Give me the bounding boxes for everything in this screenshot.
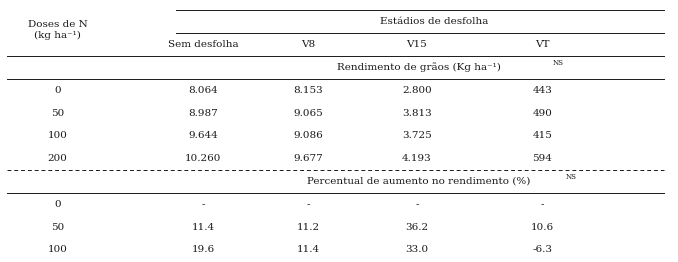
Text: VT: VT xyxy=(535,40,550,49)
Text: 19.6: 19.6 xyxy=(192,245,215,254)
Text: 10.260: 10.260 xyxy=(185,154,222,163)
Text: V15: V15 xyxy=(407,40,427,49)
Text: 3.725: 3.725 xyxy=(402,131,432,140)
Text: 11.4: 11.4 xyxy=(192,222,215,232)
Text: 4.193: 4.193 xyxy=(402,154,432,163)
Text: V8: V8 xyxy=(302,40,315,49)
Text: 9.086: 9.086 xyxy=(294,131,323,140)
Text: 9.644: 9.644 xyxy=(188,131,218,140)
Text: 415: 415 xyxy=(532,131,553,140)
Text: 100: 100 xyxy=(47,131,68,140)
Text: Rendimento de grãos (Kg ha⁻¹): Rendimento de grãos (Kg ha⁻¹) xyxy=(337,63,504,72)
Text: 100: 100 xyxy=(47,245,68,254)
Text: 9.677: 9.677 xyxy=(294,154,323,163)
Text: 9.065: 9.065 xyxy=(294,108,323,118)
Text: 0: 0 xyxy=(54,200,61,209)
Text: -: - xyxy=(201,200,205,209)
Text: -: - xyxy=(415,200,419,209)
Text: 490: 490 xyxy=(532,108,553,118)
Text: 11.4: 11.4 xyxy=(297,245,320,254)
Text: Doses de N
(kg ha⁻¹): Doses de N (kg ha⁻¹) xyxy=(28,20,87,40)
Text: 8.987: 8.987 xyxy=(188,108,218,118)
Text: -6.3: -6.3 xyxy=(532,245,553,254)
Text: 2.800: 2.800 xyxy=(402,86,432,95)
Text: Estádios de desfolha: Estádios de desfolha xyxy=(380,17,488,26)
Text: 50: 50 xyxy=(51,222,64,232)
Text: -: - xyxy=(540,200,544,209)
Text: NS: NS xyxy=(553,59,563,67)
Text: NS: NS xyxy=(566,173,577,181)
Text: 443: 443 xyxy=(532,86,553,95)
Text: 50: 50 xyxy=(51,108,64,118)
Text: 8.153: 8.153 xyxy=(294,86,323,95)
Text: Percentual de aumento no rendimento (%): Percentual de aumento no rendimento (%) xyxy=(307,177,534,186)
Text: 3.813: 3.813 xyxy=(402,108,432,118)
Text: 8.064: 8.064 xyxy=(188,86,218,95)
Text: 10.6: 10.6 xyxy=(531,222,554,232)
Text: -: - xyxy=(306,200,311,209)
Text: 200: 200 xyxy=(47,154,68,163)
Text: Sem desfolha: Sem desfolha xyxy=(168,40,239,49)
Text: 0: 0 xyxy=(54,86,61,95)
Text: 594: 594 xyxy=(532,154,553,163)
Text: 33.0: 33.0 xyxy=(405,245,428,254)
Text: 11.2: 11.2 xyxy=(297,222,320,232)
Text: 36.2: 36.2 xyxy=(405,222,428,232)
